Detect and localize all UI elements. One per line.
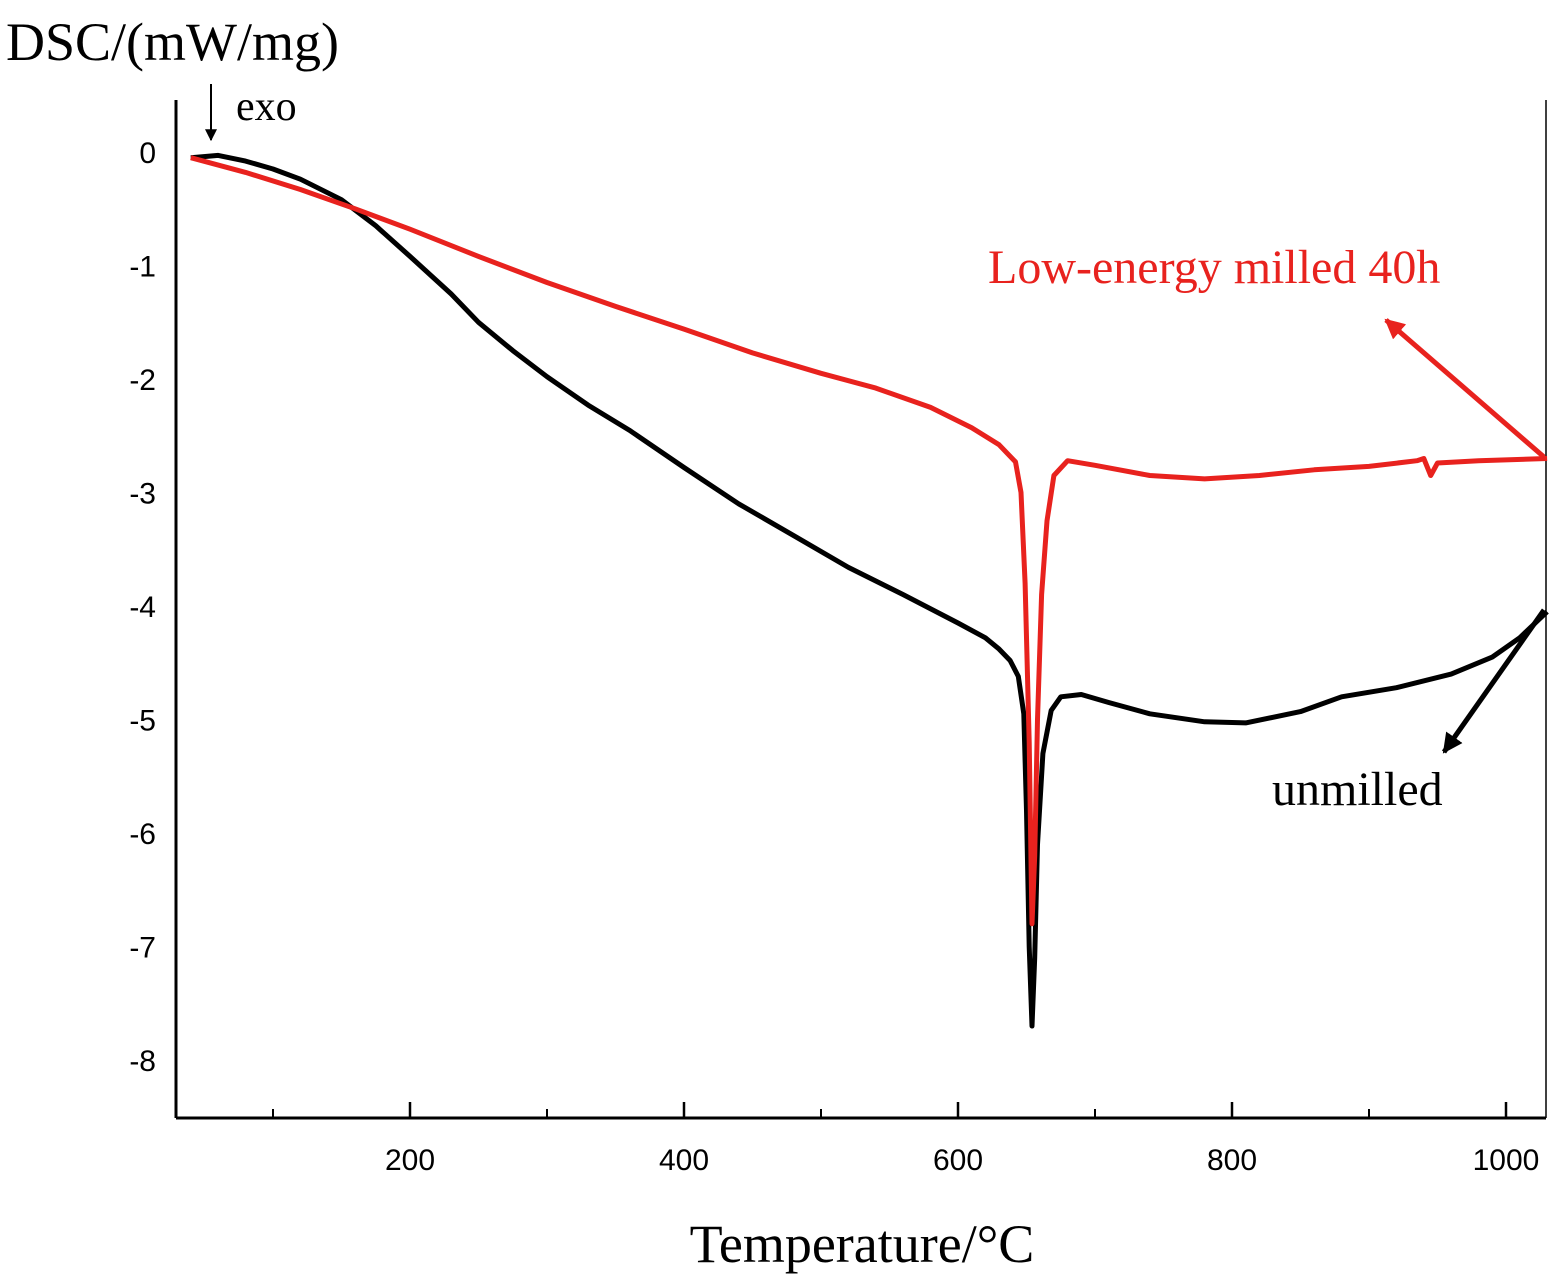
x-tick-label: 800 [1207, 1144, 1257, 1177]
y-tick-label: -2 [129, 364, 156, 397]
label-unmilled: unmilled [1272, 763, 1443, 816]
series-line-milled-40h [190, 155, 1548, 927]
axis-tick-labels: 200 400 600 800 1000 0 -1 -2 -3 -4 -5 -6 -7 -8 [129, 137, 1539, 1177]
x-tick-label: 1000 [1473, 1144, 1540, 1177]
arrow-unmilled [1441, 608, 1547, 754]
y-tick-label: -6 [129, 818, 156, 851]
y-tick-label: 0 [139, 137, 156, 170]
y-tick-label: -8 [129, 1045, 156, 1078]
x-tick-label: 400 [659, 1144, 709, 1177]
x-tick-label: 200 [385, 1144, 435, 1177]
y-axis-label: DSC/(mW/mg) [6, 12, 339, 72]
y-tick-label: -3 [129, 478, 156, 511]
y-tick-label: -7 [129, 932, 156, 965]
exo-label: exo [236, 84, 297, 130]
x-axis-label: Temperature/°C [690, 1214, 1035, 1274]
y-tick-label: -5 [129, 705, 156, 738]
label-milled-40h: Low-energy milled 40h [988, 241, 1440, 294]
y-tick-label: -4 [129, 591, 156, 624]
y-tick-label: -1 [129, 251, 156, 284]
axis-ticks [272, 1102, 1508, 1118]
x-tick-label: 600 [933, 1144, 983, 1177]
arrow-milled-40h [1384, 318, 1546, 459]
series-line-unmilled [190, 152, 1549, 1029]
